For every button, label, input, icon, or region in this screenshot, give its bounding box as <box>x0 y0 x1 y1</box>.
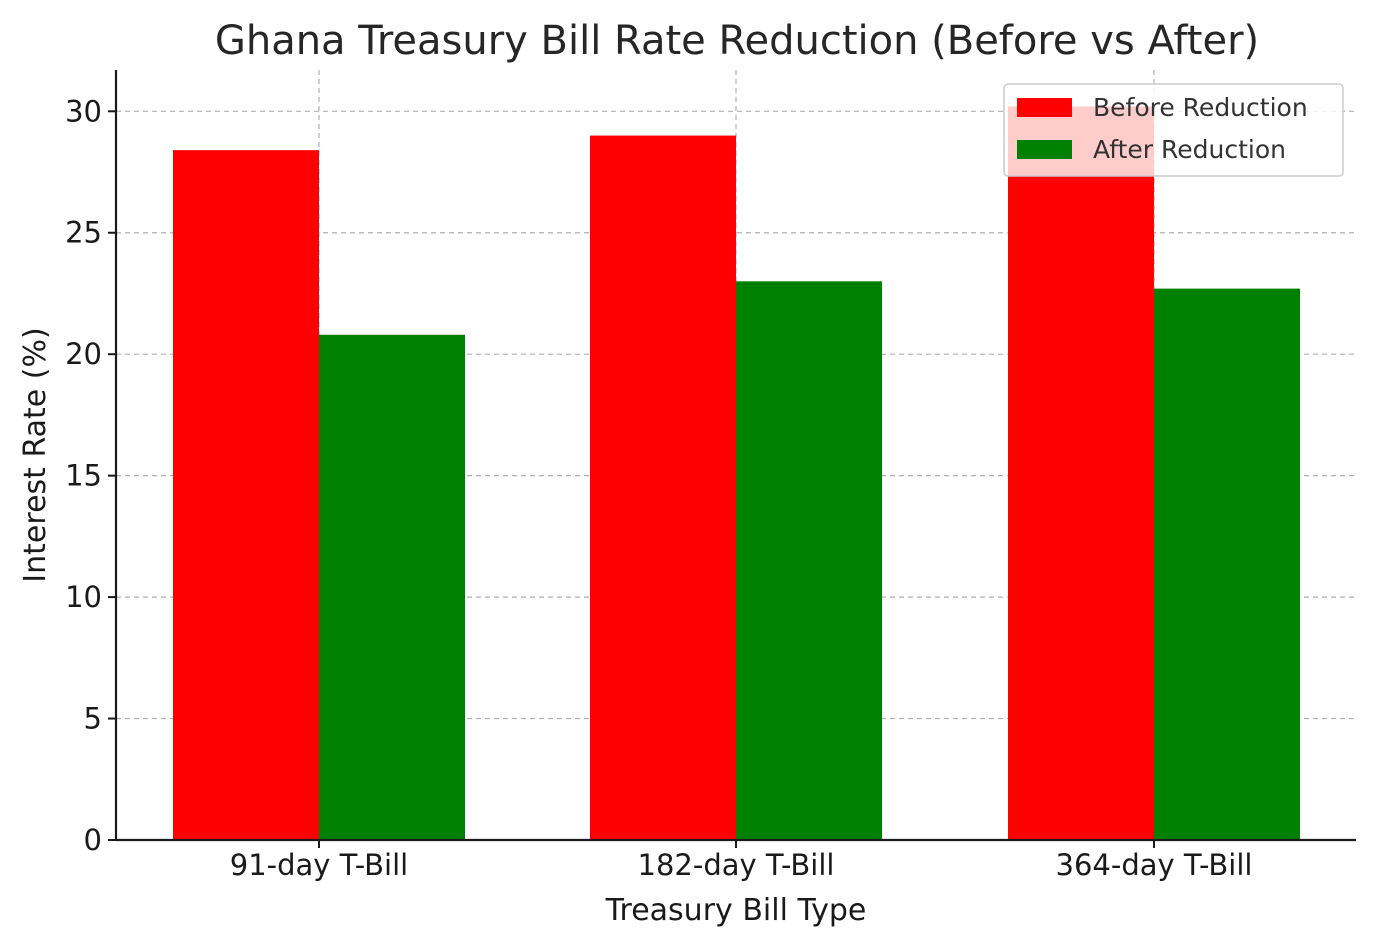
y-tick-label: 25 <box>65 216 102 250</box>
bar-before-2 <box>590 135 736 840</box>
x-axis-label: Treasury Bill Type <box>605 893 867 928</box>
legend-swatch <box>1017 140 1072 159</box>
axes <box>108 70 1356 848</box>
x-tick-labels: 91-day T-Bill 182-day T-Bill 364-day T-Bil… <box>230 848 1253 882</box>
bar-before-1 <box>173 150 319 841</box>
legend-label: Before Reduction <box>1093 93 1308 122</box>
y-tick-labels: 0 5 10 15 20 25 30 <box>65 94 102 857</box>
bar-before-3 <box>1008 106 1154 841</box>
y-tick-label: 0 <box>84 823 102 857</box>
bar-after-2 <box>736 281 882 840</box>
y-tick-label: 5 <box>84 702 102 736</box>
bar-after-3 <box>1154 288 1300 840</box>
legend: Before Reduction After Reduction <box>1003 83 1344 177</box>
y-tick-label: 20 <box>65 337 102 371</box>
legend-swatch <box>1017 98 1072 117</box>
bar-after-1 <box>319 334 465 840</box>
legend-label: After Reduction <box>1093 135 1286 164</box>
x-tick-label: 182-day T-Bill <box>638 848 835 882</box>
legend-box <box>1003 83 1344 177</box>
chart-title: Ghana Treasury Bill Rate Reduction (Befo… <box>215 18 1259 64</box>
y-tick-label: 15 <box>65 459 102 493</box>
x-tick-label: 91-day T-Bill <box>230 848 408 882</box>
x-tick-label: 364-day T-Bill <box>1056 848 1253 882</box>
bars <box>173 106 1300 841</box>
y-axis-label: Interest Rate (%) <box>18 327 53 582</box>
y-tick-label: 10 <box>65 580 102 614</box>
y-tick-label: 30 <box>65 94 102 128</box>
